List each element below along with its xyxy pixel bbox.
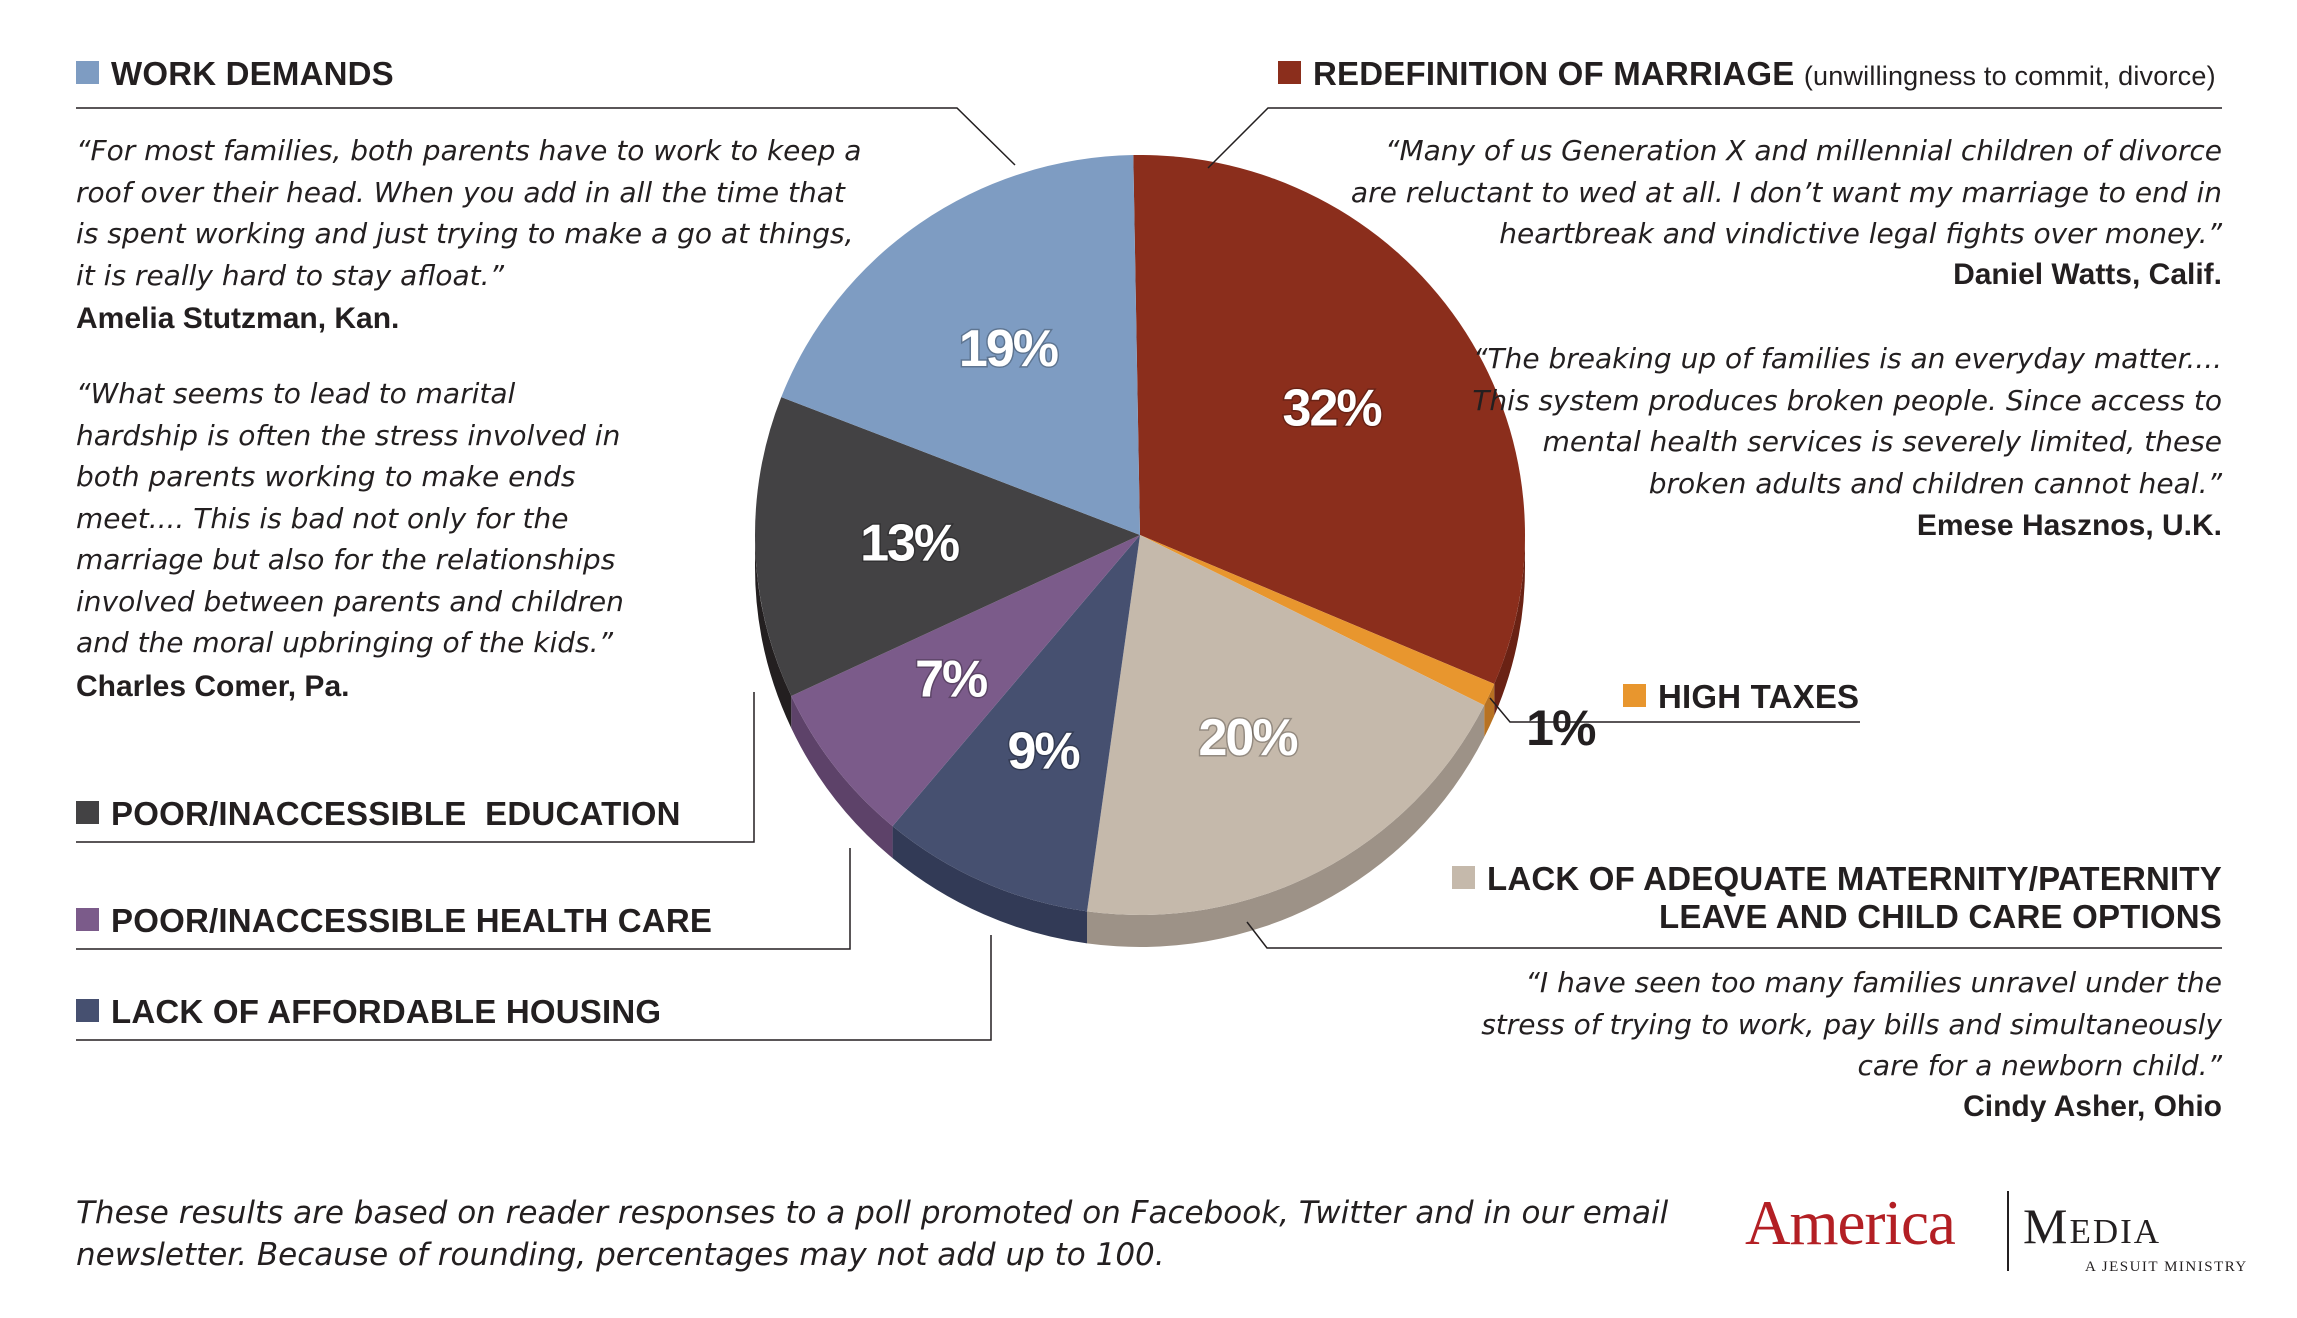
quote-author-work-2: Charles Comer, Pa. — [76, 670, 350, 703]
quote-marriage-1: “Many of us Generation X and millennial … — [1350, 134, 2222, 250]
quote-work-1: “For most families, both parents have to… — [76, 134, 862, 292]
logo-america-wordmark: America — [1745, 1188, 1956, 1258]
legend-label: REDEFINITION OF MARRIAGE — [1313, 55, 1795, 92]
leader-line-health — [76, 848, 851, 950]
legend-swatch — [76, 999, 99, 1022]
legend-health: POOR/INACCESSIBLE HEALTH CARE — [76, 902, 712, 940]
pie-slice-side-taxes — [1484, 683, 1495, 738]
legend-swatch — [1451, 866, 1475, 889]
pie-slice-redefinition — [1133, 155, 1525, 684]
leader-line-leave — [1246, 921, 2222, 949]
value-label-redefinition: 32% — [1283, 380, 1382, 438]
quote-author-marriage-2: Emese Hasznos, U.K. — [1916, 509, 2222, 542]
leader-line-housing — [76, 935, 992, 1041]
pie-slice-leave — [1087, 535, 1485, 915]
logo-divider — [2007, 1191, 2009, 1271]
quote-author-work-1: Amelia Stutzman, Kan. — [76, 302, 400, 335]
leader-line-education — [76, 692, 755, 843]
legend-swatch — [76, 801, 99, 824]
logo-tagline: A JESUIT MINISTRY — [2085, 1259, 2248, 1275]
value-label-leave: 20% — [1198, 709, 1297, 767]
value-label-health: 7% — [915, 651, 987, 709]
legend-label: LACK OF AFFORDABLE HOUSING — [111, 993, 662, 1030]
legend-leave: LACK OF ADEQUATE MATERNITY/PATERNITY LEA… — [1430, 860, 2222, 936]
quote-author-leave-1: Cindy Asher, Ohio — [1963, 1090, 2222, 1123]
legend-swatch — [76, 61, 99, 84]
quote-leave-1: “I have seen too many families unravel u… — [1481, 966, 2222, 1082]
pie-slice-side-redefinition — [1494, 535, 1525, 716]
legend-education: POOR/INACCESSIBLE EDUCATION — [76, 795, 681, 833]
pie-slice-side-education — [755, 535, 792, 728]
quote-work-2: “What seems to lead to marital hardship … — [76, 377, 624, 659]
legend-label: POOR/INACCESSIBLE HEALTH CARE — [111, 902, 713, 939]
pie-slice-education — [755, 397, 1140, 696]
quote-author-marriage-1: Daniel Watts, Calif. — [1953, 258, 2222, 291]
legend-swatch — [1278, 61, 1301, 84]
legend-work: WORK DEMANDS — [76, 55, 394, 93]
pie-slice-side-leave — [1087, 705, 1485, 947]
leader-line-redefinition — [1207, 107, 2222, 169]
pie-slice-health — [791, 535, 1140, 827]
legend-label-line: LEAVE AND CHILD CARE OPTIONS — [1659, 898, 2222, 935]
value-label-taxes: 1% — [1526, 700, 1596, 756]
legend-redefinition: REDEFINITION OF MARRIAGE (unwillingness … — [1278, 55, 2216, 93]
value-label-housing: 9% — [1008, 722, 1080, 780]
value-label-education: 13% — [860, 515, 959, 573]
logo-media-wordmark: Media — [2023, 1198, 2162, 1254]
quote-marriage-2: “The breaking up of families is an every… — [1472, 342, 2222, 500]
legend-taxes: HIGH TAXES — [1623, 678, 1859, 716]
pie-slice-housing — [892, 535, 1140, 912]
pie-slice-work — [781, 155, 1140, 536]
leader-line-taxes — [1489, 697, 1860, 723]
pie-slice-side-health — [791, 695, 893, 859]
legend-label: POOR/INACCESSIBLE EDUCATION — [111, 795, 681, 832]
pie-slice-taxes — [1140, 535, 1495, 706]
legend-swatch — [1623, 684, 1646, 707]
legend-swatch — [76, 908, 99, 931]
legend-sublabel: (unwillingness to commit, divorce) — [1803, 61, 2216, 91]
value-label-work: 19% — [959, 320, 1058, 378]
legend-label: WORK DEMANDS — [111, 55, 394, 92]
america-media-logo: America Media A JESUIT MINISTRY — [1745, 1183, 2246, 1278]
legend-housing: LACK OF AFFORDABLE HOUSING — [76, 993, 661, 1031]
footnote: These results are based on reader respon… — [76, 1195, 1669, 1273]
pie-slice-side-housing — [892, 826, 1088, 944]
legend-label: HIGH TAXES — [1658, 678, 1860, 715]
legend-label-line: LACK OF ADEQUATE MATERNITY/PATERNITY — [1430, 860, 2222, 898]
leader-line-work — [76, 107, 1016, 166]
